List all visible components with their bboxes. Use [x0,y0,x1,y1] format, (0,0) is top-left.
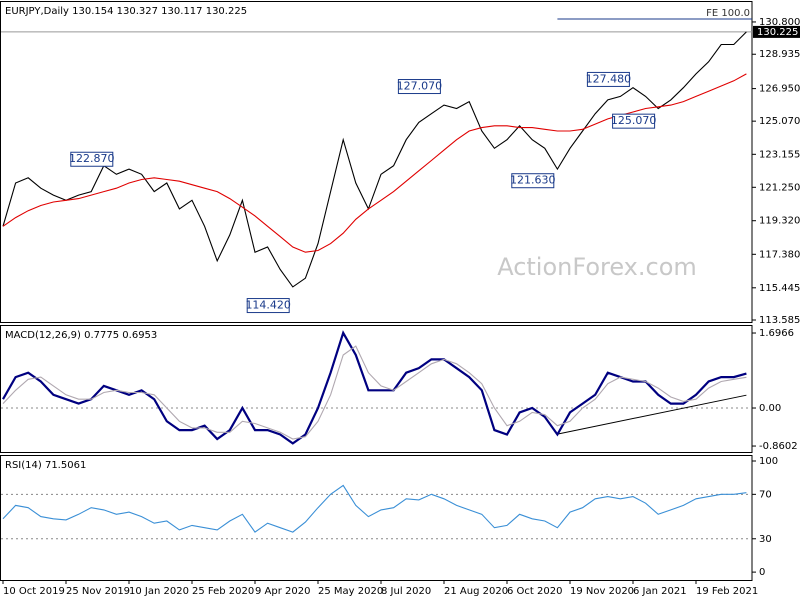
y-tick-label: 125.070 [759,116,800,127]
series-line [2,345,747,440]
price-annotation-box [586,71,630,87]
y-tick-label: 123.155 [759,149,800,160]
current-price-label: 130.225 [757,27,798,38]
y-tick-label: 113.585 [759,315,800,326]
y-tick-label: 30 [759,534,772,545]
y-tick-label: -0.8602 [759,441,798,452]
x-tick-label: 19 Feb 2021 [696,586,758,597]
x-tick-label: 6 Oct 2020 [507,586,562,597]
price-annotation: 127.070 [397,80,443,93]
y-tick-label: 0 [759,567,765,578]
panel-frame [0,1,753,323]
x-tick-label: 10 Jan 2020 [129,586,189,597]
x-tick-label: 25 Nov 2019 [66,586,130,597]
current-price-box [753,25,800,38]
panel-frame [0,325,753,453]
price-annotation: 122.870 [69,152,115,165]
price-annotation: 121.630 [510,174,556,187]
x-tick-label: 21 Aug 2020 [444,586,508,597]
price-annotation: 114.420 [245,299,291,312]
panel-title: MACD(12,26,9) 0.7775 0.6953 [5,330,157,341]
y-tick-label: 130.800 [759,17,800,28]
price-annotation-box [246,298,290,314]
price-annotation-box [511,173,555,189]
y-tick-label: 0.00 [759,403,781,414]
panel-title: EURJPY,Daily 130.154 130.327 130.117 130… [5,6,247,17]
price-annotation: 125.070 [611,114,657,127]
series-line [2,31,747,288]
y-tick-label: 115.445 [759,283,800,294]
price-annotation-box [612,113,656,129]
watermark: ActionForex.com [497,253,697,281]
trendline [557,394,747,435]
y-tick-label: 100 [759,456,778,467]
x-tick-label: 6 Jan 2021 [633,586,687,597]
y-tick-label: 119.320 [759,216,800,227]
y-tick-label: 1.6966 [759,328,794,339]
panel-frame [0,455,753,581]
price-annotation-box [70,151,114,167]
panel-title: RSI(14) 71.5061 [5,460,86,471]
series-line [2,484,747,533]
x-tick-label: 19 Nov 2020 [570,586,634,597]
y-tick-label: 117.380 [759,249,800,260]
fe-label: FE 100.0 [706,8,750,19]
price-annotation: 127.480 [586,72,632,85]
y-tick-label: 70 [759,489,772,500]
y-tick-label: 128.935 [759,49,800,60]
y-tick-label: 126.950 [759,84,800,95]
x-tick-label: 8 Jul 2020 [381,586,431,597]
x-tick-label: 10 Oct 2019 [3,586,65,597]
y-tick-label: 121.250 [759,182,800,193]
price-annotation-box [397,79,441,95]
x-tick-label: 25 May 2020 [318,586,383,597]
x-tick-label: 25 Feb 2020 [192,586,254,597]
x-tick-label: 9 Apr 2020 [255,586,310,597]
